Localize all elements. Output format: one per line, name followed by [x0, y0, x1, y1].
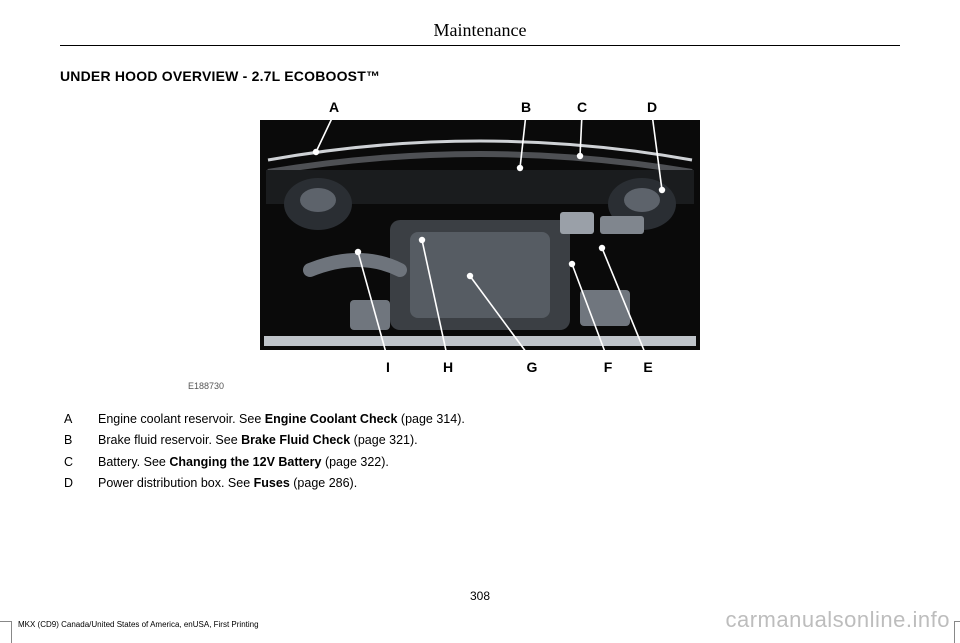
svg-text:F: F	[604, 359, 613, 375]
svg-text:C: C	[577, 99, 587, 115]
legend-row: CBattery. See Changing the 12V Battery (…	[64, 452, 900, 473]
svg-text:E: E	[643, 359, 652, 375]
legend-key: A	[64, 409, 98, 430]
header-rule	[60, 45, 900, 46]
legend-bold: Fuses	[254, 476, 290, 490]
legend-row: BBrake fluid reservoir. See Brake Fluid …	[64, 430, 900, 451]
legend-text: Power distribution box. See Fuses (page …	[98, 473, 357, 494]
svg-text:G: G	[527, 359, 538, 375]
svg-text:H: H	[443, 359, 453, 375]
section-title: UNDER HOOD OVERVIEW - 2.7L ECOBOOST™	[60, 68, 900, 84]
legend-pre: Power distribution box. See	[98, 476, 254, 490]
under-hood-figure: A B C D I H G F E	[200, 90, 760, 390]
legend-bold: Brake Fluid Check	[241, 433, 350, 447]
legend-text: Engine coolant reservoir. See Engine Coo…	[98, 409, 465, 430]
page: Maintenance UNDER HOOD OVERVIEW - 2.7L E…	[0, 0, 960, 643]
engine-diagram-svg: A B C D I H G F E	[200, 90, 760, 390]
crop-mark-left	[0, 621, 12, 643]
footer-doc-info: MKX (CD9) Canada/United States of Americ…	[18, 620, 259, 629]
legend-key: D	[64, 473, 98, 494]
legend-post: (page 314).	[397, 412, 464, 426]
legend-bold: Engine Coolant Check	[265, 412, 398, 426]
legend-post: (page 322).	[321, 455, 388, 469]
legend-key: C	[64, 452, 98, 473]
figure-wrap: ABCDIHGFE E188730	[60, 90, 900, 391]
legend-text: Battery. See Changing the 12V Battery (p…	[98, 452, 389, 473]
page-title: Maintenance	[60, 20, 900, 41]
legend-post: (page 321).	[350, 433, 417, 447]
svg-text:A: A	[329, 99, 339, 115]
legend-bold: Changing the 12V Battery	[169, 455, 321, 469]
legend-list: AEngine coolant reservoir. See Engine Co…	[64, 409, 900, 494]
legend-pre: Battery. See	[98, 455, 169, 469]
svg-text:D: D	[647, 99, 657, 115]
legend-text: Brake fluid reservoir. See Brake Fluid C…	[98, 430, 418, 451]
watermark: carmanualsonline.info	[725, 607, 950, 633]
legend-row: DPower distribution box. See Fuses (page…	[64, 473, 900, 494]
legend-post: (page 286).	[290, 476, 357, 490]
legend-key: B	[64, 430, 98, 451]
page-number: 308	[0, 589, 960, 603]
crop-mark-right	[954, 621, 960, 643]
legend-pre: Engine coolant reservoir. See	[98, 412, 265, 426]
legend-row: AEngine coolant reservoir. See Engine Co…	[64, 409, 900, 430]
svg-text:B: B	[521, 99, 531, 115]
svg-text:I: I	[386, 359, 390, 375]
legend-pre: Brake fluid reservoir. See	[98, 433, 241, 447]
